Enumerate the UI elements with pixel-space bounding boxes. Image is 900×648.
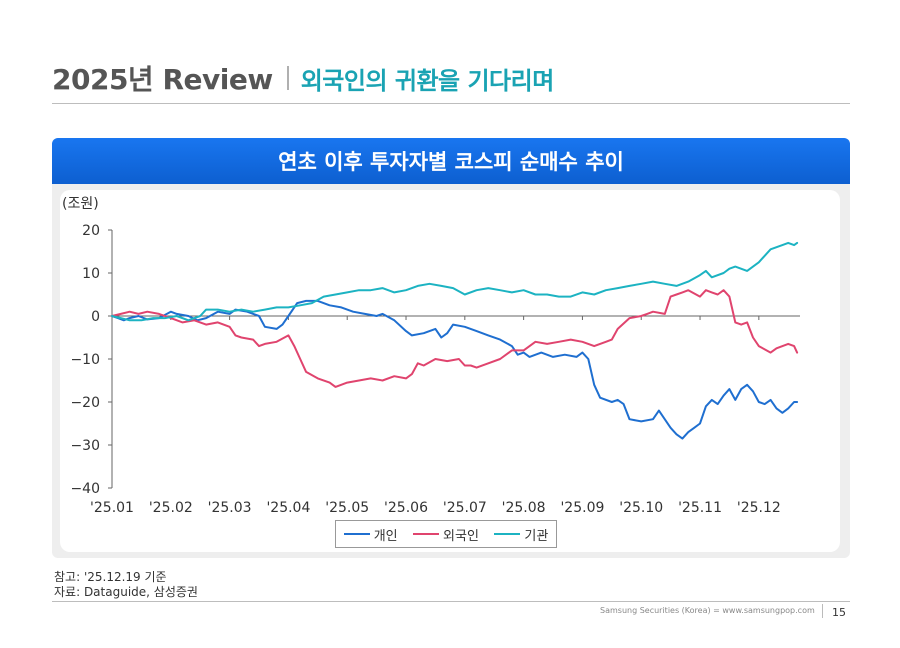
y-tick-label: 0 [91,309,100,325]
reference-note: 참고: '25.12.19 기준 [54,570,167,584]
y-unit-label: (조원) [62,196,99,212]
y-tick-label: 10 [82,266,100,282]
y-tick-label: −30 [70,438,100,454]
x-tick-label: '25.07 [443,500,487,516]
page-subtitle: 외국인의 귀환을 기다리며 [300,66,555,95]
legend-label-foreign: 외국인 [443,528,479,544]
legend-item-institution: 기관 [494,525,548,544]
x-tick-label: '25.11 [678,500,722,516]
chart-card: 연초 이후 투자자별 코스피 순매수 추이 [52,138,850,558]
footer-company: Samsung Securities (Korea) = www.samsung… [600,606,815,615]
footer-rule [52,601,850,602]
page-header: 2025년 Review 외국인의 귀환을 기다리며 [52,56,554,100]
x-tick-label: '25.09 [560,500,604,516]
x-tick-label: '25.12 [737,500,781,516]
x-tick-label: '25.04 [266,500,310,516]
footer-divider [822,604,823,618]
y-tick-label: −10 [70,352,100,368]
y-tick-label: 20 [82,223,100,239]
x-tick-label: '25.05 [325,500,369,516]
x-tick-label: '25.01 [90,500,134,516]
series-line-foreign [111,289,799,388]
legend-item-individual: 개인 [343,525,398,544]
page-title: 2025년 Review [52,63,273,96]
legend-label-institution: 기관 [524,528,549,544]
series-line-institution [111,241,799,322]
legend-item-foreign: 외국인 [413,525,479,544]
legend-line-icon [494,533,521,535]
chart-panel [60,190,840,552]
x-tick-label: '25.06 [384,500,428,516]
x-tick-label: '25.10 [619,500,663,516]
legend-line-icon [413,533,440,535]
y-tick-label: −20 [70,395,100,411]
x-tick-label: '25.03 [208,500,252,516]
source-note: 자료: Dataguide, 삼성증권 [54,585,198,599]
x-tick-label: '25.08 [502,500,546,516]
chart-legend: 개인 외국인 기관 [335,520,557,548]
legend-line-icon [343,533,370,535]
chart-title: 연초 이후 투자자별 코스피 순매수 추이 [52,138,850,184]
header-rule [52,103,850,104]
legend-label-individual: 개인 [373,528,398,544]
title-divider [286,66,289,90]
x-tick-label: '25.02 [149,500,193,516]
series-line-individual [111,299,799,440]
y-tick-label: −40 [70,481,100,497]
page-number: 15 [832,606,846,619]
